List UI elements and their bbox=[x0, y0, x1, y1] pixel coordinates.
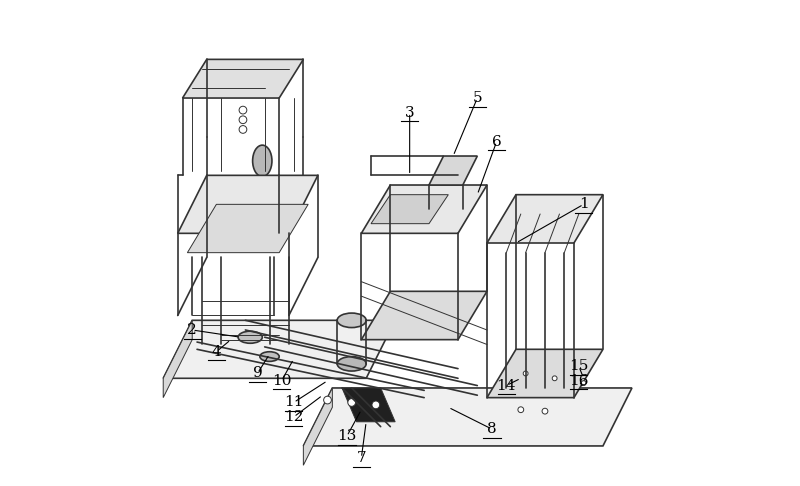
Polygon shape bbox=[371, 195, 448, 224]
Circle shape bbox=[239, 106, 247, 114]
Ellipse shape bbox=[238, 331, 262, 343]
Polygon shape bbox=[182, 59, 303, 98]
Text: 11: 11 bbox=[284, 396, 303, 410]
Text: 15: 15 bbox=[569, 359, 589, 373]
Circle shape bbox=[324, 396, 331, 404]
Text: 2: 2 bbox=[187, 323, 197, 337]
Polygon shape bbox=[342, 388, 395, 422]
Circle shape bbox=[518, 407, 524, 413]
Text: 8: 8 bbox=[487, 422, 497, 436]
Text: 1: 1 bbox=[578, 197, 589, 211]
Text: 13: 13 bbox=[337, 429, 357, 443]
Text: 9: 9 bbox=[253, 366, 262, 381]
Polygon shape bbox=[487, 349, 603, 398]
Polygon shape bbox=[303, 388, 632, 446]
Circle shape bbox=[582, 381, 586, 385]
Text: 5: 5 bbox=[473, 91, 482, 105]
Polygon shape bbox=[362, 185, 487, 233]
Circle shape bbox=[542, 408, 548, 414]
Polygon shape bbox=[163, 320, 192, 398]
Polygon shape bbox=[362, 291, 487, 340]
Polygon shape bbox=[303, 388, 332, 465]
Ellipse shape bbox=[253, 193, 272, 225]
Text: 3: 3 bbox=[405, 105, 414, 120]
Polygon shape bbox=[487, 195, 603, 243]
Circle shape bbox=[372, 401, 380, 409]
Polygon shape bbox=[429, 156, 478, 185]
Ellipse shape bbox=[337, 357, 366, 371]
Polygon shape bbox=[178, 175, 318, 233]
Ellipse shape bbox=[260, 352, 279, 362]
Text: 4: 4 bbox=[211, 345, 222, 359]
Text: 16: 16 bbox=[569, 374, 589, 388]
Polygon shape bbox=[163, 320, 395, 378]
Text: 14: 14 bbox=[497, 379, 516, 393]
Text: 6: 6 bbox=[492, 135, 502, 149]
Circle shape bbox=[523, 371, 528, 376]
Ellipse shape bbox=[337, 313, 366, 328]
Circle shape bbox=[239, 125, 247, 133]
Circle shape bbox=[552, 376, 557, 381]
Text: 10: 10 bbox=[272, 374, 291, 388]
Circle shape bbox=[239, 116, 247, 123]
Ellipse shape bbox=[253, 145, 272, 176]
Text: 7: 7 bbox=[357, 451, 366, 465]
Polygon shape bbox=[187, 204, 308, 253]
Circle shape bbox=[348, 399, 355, 406]
Text: 12: 12 bbox=[284, 410, 303, 424]
